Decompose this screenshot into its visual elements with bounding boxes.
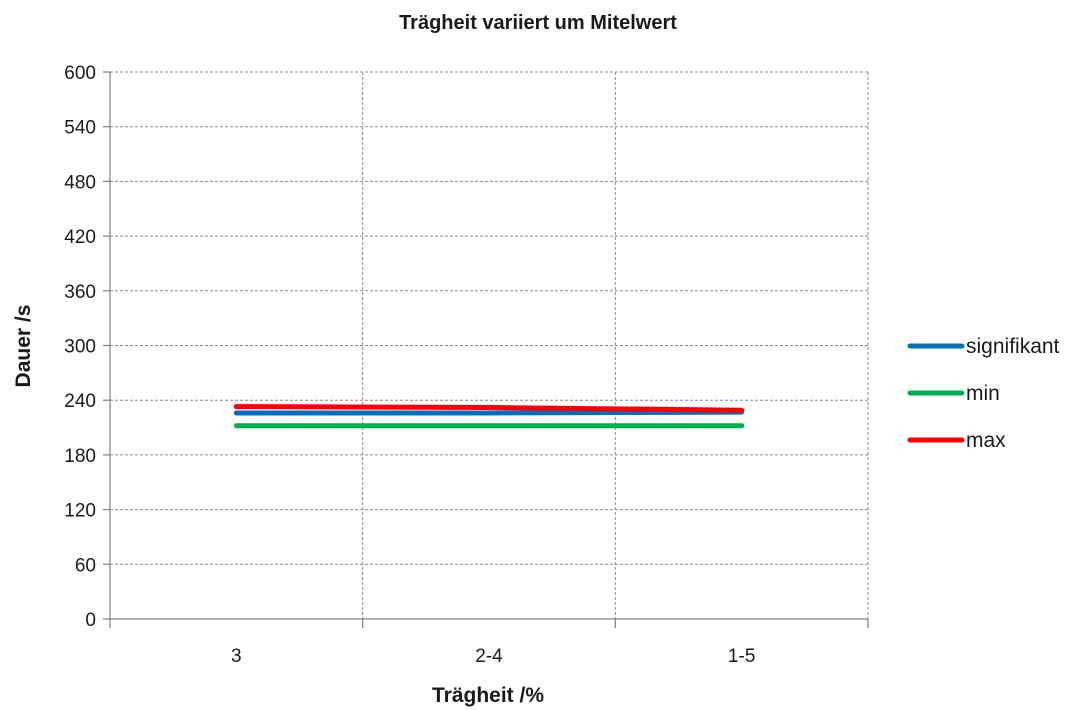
- legend-label-min: min: [966, 382, 1000, 405]
- grid: [110, 71, 869, 619]
- x-tick-label: 3: [231, 646, 242, 667]
- y-tick-label: 360: [64, 282, 96, 303]
- legend-label-max: max: [966, 429, 1006, 452]
- y-axis-title: Dauer /s: [12, 305, 35, 388]
- axes: 0 60 120 180 240 300 360 420 480 540 600 3 2-4 1-5: [64, 63, 869, 667]
- chart-title: Trägheit variiert um Mitelwert: [399, 12, 677, 34]
- y-tick-label: 600: [64, 63, 96, 84]
- legend-label-signifikant: signifikant: [966, 335, 1060, 358]
- y-tick-label: 480: [64, 172, 96, 193]
- y-tick-label: 0: [85, 610, 96, 631]
- x-tick-label: 1-5: [728, 646, 755, 667]
- series-line-max: [233, 404, 745, 413]
- series-lines: [233, 404, 745, 429]
- series-line-signifikant: [233, 409, 745, 416]
- y-tick-label: 420: [64, 227, 96, 248]
- y-tick-label: 180: [64, 446, 96, 467]
- x-tick-label: 2-4: [475, 646, 503, 667]
- y-tick-label: 120: [64, 501, 96, 522]
- legend: signifikant min max: [907, 335, 1060, 452]
- y-tick-label: 240: [64, 391, 96, 412]
- y-tick-label: 540: [64, 118, 96, 139]
- y-tick-label: 60: [75, 555, 96, 576]
- y-tick-label: 300: [64, 337, 96, 358]
- x-axis-title: Trägheit /%: [432, 684, 544, 707]
